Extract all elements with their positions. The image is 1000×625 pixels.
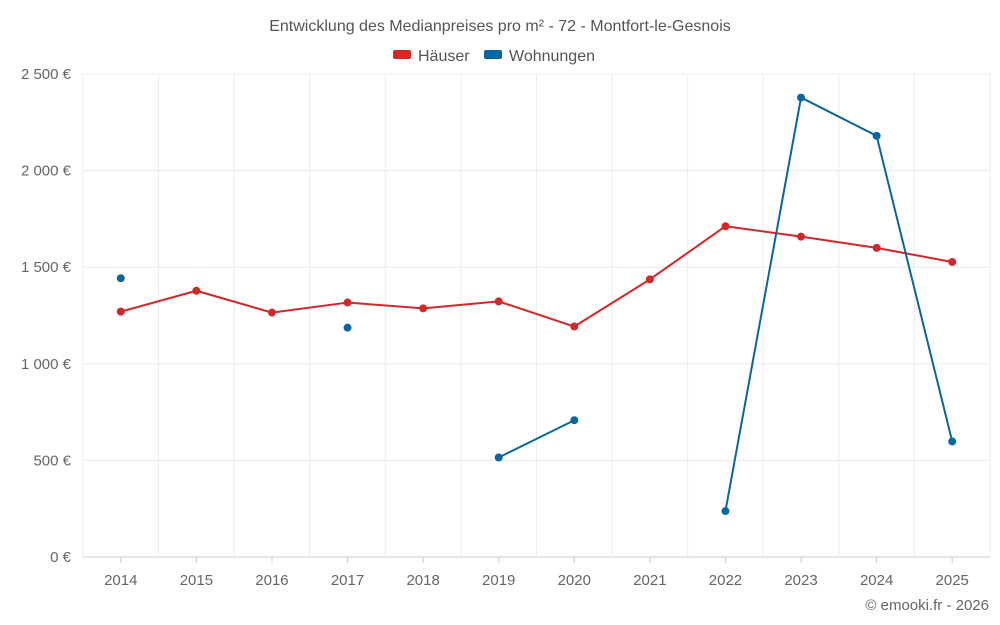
data-point[interactable] — [343, 323, 352, 332]
x-tick-label: 2018 — [406, 572, 439, 589]
y-tick-label: 1 500 € — [21, 259, 72, 276]
x-tick-label: 2019 — [482, 572, 515, 589]
credit-text: © emooki.fr - 2026 — [865, 597, 989, 614]
x-tick-label: 2016 — [255, 572, 288, 589]
chart-title: Entwicklung des Medianpreises pro m² - 7… — [269, 18, 731, 35]
series-line-segment — [498, 419, 575, 459]
x-tick-label: 2020 — [558, 572, 591, 589]
data-point[interactable] — [645, 275, 654, 284]
x-tick-label: 2023 — [784, 572, 817, 589]
data-point[interactable] — [419, 304, 428, 313]
x-tick-label: 2021 — [633, 572, 666, 589]
series-layer — [116, 93, 957, 516]
data-point[interactable] — [797, 232, 806, 241]
x-tick-label: 2015 — [180, 572, 213, 589]
y-tick-label: 0 € — [50, 549, 72, 566]
data-point[interactable] — [116, 274, 125, 283]
y-tick-label: 2 500 € — [21, 66, 72, 83]
y-tick-label: 500 € — [33, 452, 71, 469]
data-point[interactable] — [948, 257, 957, 266]
data-point[interactable] — [721, 222, 730, 231]
data-point[interactable] — [192, 286, 201, 295]
data-point[interactable] — [494, 297, 503, 306]
y-axis: 0 € 500 € 1 000 € 1 500 € 2 000 € 2 500 € — [21, 66, 72, 566]
x-tick-label: 2014 — [104, 572, 137, 589]
data-point[interactable] — [797, 93, 806, 102]
data-point[interactable] — [948, 437, 957, 446]
gridlines — [82, 73, 991, 558]
x-tick-label: 2022 — [709, 572, 742, 589]
x-tick-label: 2017 — [331, 572, 364, 589]
x-axis: 2014 2015 2016 2017 2018 2019 2020 2021 2022 2023… — [104, 557, 969, 589]
data-point[interactable] — [343, 298, 352, 307]
data-point[interactable] — [721, 507, 730, 516]
legend-label-wohnungen: Wohnungen — [509, 48, 595, 65]
legend-swatch-haeuser — [393, 50, 411, 59]
y-tick-label: 1 000 € — [21, 356, 72, 373]
legend: Häuser Wohnungen — [393, 48, 595, 65]
legend-item-wohnungen[interactable]: Wohnungen — [484, 48, 595, 65]
data-point[interactable] — [494, 453, 503, 462]
data-point[interactable] — [872, 131, 881, 140]
x-tick-label: 2025 — [936, 572, 969, 589]
legend-label-haeuser: Häuser — [418, 48, 470, 65]
data-point[interactable] — [116, 307, 125, 316]
data-point[interactable] — [570, 322, 579, 331]
legend-item-haeuser[interactable]: Häuser — [393, 48, 470, 65]
data-point[interactable] — [872, 243, 881, 252]
series-haeuser — [116, 222, 957, 331]
data-point[interactable] — [267, 308, 276, 317]
series-line-segment — [724, 96, 954, 512]
y-tick-label: 2 000 € — [21, 163, 72, 180]
series-line-segment — [120, 225, 953, 328]
series-wohnungen — [116, 93, 957, 516]
x-tick-label: 2024 — [860, 572, 893, 589]
legend-swatch-wohnungen — [484, 50, 502, 59]
data-point[interactable] — [570, 416, 579, 425]
